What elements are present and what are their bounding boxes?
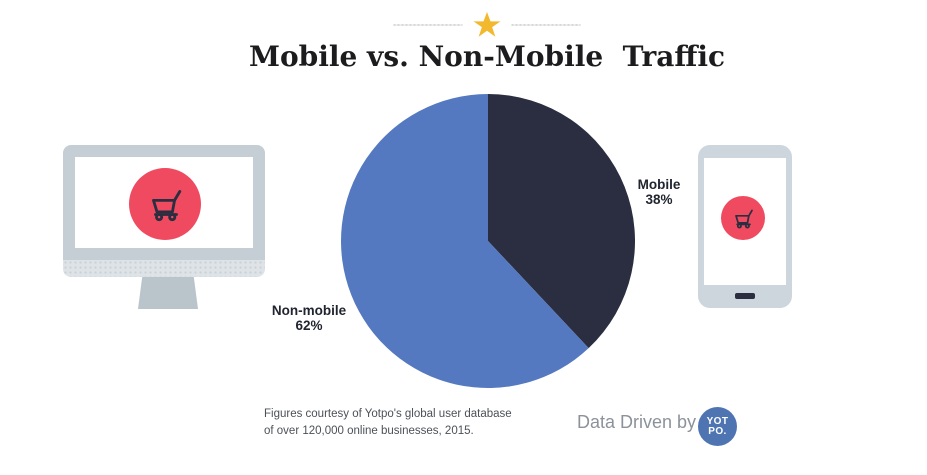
non-mobile-slice-name: Non-mobile bbox=[271, 303, 347, 318]
shopping-cart-icon bbox=[152, 190, 182, 222]
yotpo-logo: YOT PO. bbox=[698, 407, 737, 446]
cart-badge-desktop bbox=[129, 168, 201, 240]
mobile-slice-value: 38% bbox=[645, 192, 673, 207]
phone-home-button bbox=[735, 293, 755, 299]
pie-slice-non-mobile bbox=[341, 94, 589, 388]
ornament-line-left bbox=[393, 24, 463, 26]
shopping-cart-icon bbox=[735, 209, 753, 229]
source-caption-line2: of over 120,000 online businesses, 2015. bbox=[264, 425, 474, 437]
star-icon bbox=[473, 12, 501, 37]
monitor-stand bbox=[138, 277, 198, 309]
traffic-pie-chart bbox=[341, 94, 636, 388]
source-caption: Figures courtesy of Yotpo's global user … bbox=[264, 406, 512, 440]
monitor-chin bbox=[63, 260, 265, 277]
yotpo-logo-line1: YOT bbox=[706, 415, 729, 427]
source-caption-line1: Figures courtesy of Yotpo's global user … bbox=[264, 408, 512, 420]
title-ornament bbox=[393, 12, 581, 38]
non-mobile-slice-value: 62% bbox=[295, 318, 323, 333]
ornament-line-right bbox=[511, 24, 581, 26]
phone-illustration bbox=[698, 145, 792, 308]
yotpo-logo-line2: PO. bbox=[708, 425, 727, 437]
attribution-text: Data Driven by bbox=[577, 412, 697, 432]
mobile-slice-name: Mobile bbox=[637, 177, 681, 192]
pie-label-mobile: Mobile 38% bbox=[638, 177, 681, 207]
pie-slice-mobile bbox=[488, 94, 636, 349]
cart-badge-phone bbox=[721, 196, 765, 240]
desktop-illustration bbox=[63, 145, 265, 310]
page-title: Mobile vs. Non-Mobile Traffic bbox=[248, 40, 726, 73]
pie-label-non-mobile: Non-mobile 62% bbox=[272, 303, 346, 333]
